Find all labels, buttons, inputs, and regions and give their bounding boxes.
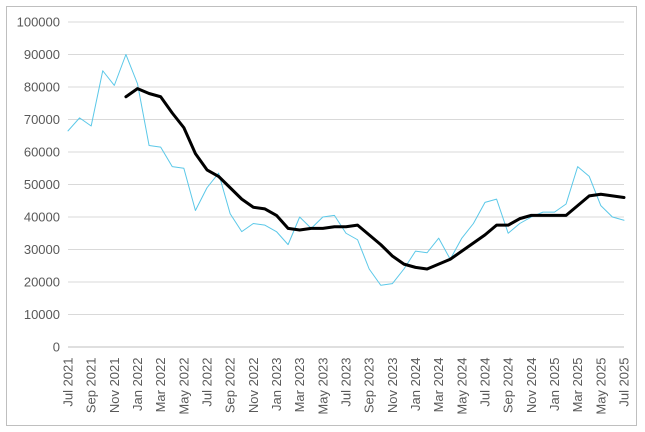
y-tick-label: 70000 xyxy=(24,112,60,127)
y-tick-label: 100000 xyxy=(17,15,60,30)
x-tick-label: Mar 2023 xyxy=(292,358,307,413)
x-tick-label: Mar 2024 xyxy=(431,358,446,413)
y-tick-label: 40000 xyxy=(24,210,60,225)
y-tick-label: 80000 xyxy=(24,80,60,95)
y-tick-label: 50000 xyxy=(24,177,60,192)
x-tick-label: Jan 2023 xyxy=(269,358,284,412)
x-tick-label: Jul 2021 xyxy=(61,358,76,407)
x-tick-label: Sep 2024 xyxy=(501,358,516,414)
x-tick-label: Nov 2022 xyxy=(246,358,261,414)
x-tick-label: Jul 2025 xyxy=(617,358,632,407)
x-tick-label: May 2024 xyxy=(454,358,469,415)
x-tick-label: Nov 2021 xyxy=(107,358,122,414)
y-tick-label: 20000 xyxy=(24,275,60,290)
x-tick-label: Nov 2023 xyxy=(385,358,400,414)
y-tick-label: 30000 xyxy=(24,242,60,257)
x-tick-label: Jan 2025 xyxy=(547,358,562,412)
x-tick-label: Mar 2025 xyxy=(570,358,585,413)
x-tick-label: Nov 2024 xyxy=(524,358,539,414)
x-tick-label: May 2022 xyxy=(176,358,191,415)
x-tick-label: Sep 2023 xyxy=(362,358,377,414)
x-tick-label: Jan 2022 xyxy=(130,358,145,412)
x-tick-label: May 2023 xyxy=(315,358,330,415)
x-tick-label: Mar 2022 xyxy=(153,358,168,413)
x-tick-label: Jul 2022 xyxy=(200,358,215,407)
x-tick-label: Sep 2022 xyxy=(223,358,238,414)
y-tick-label: 0 xyxy=(53,340,60,355)
series-line-2 xyxy=(124,87,626,271)
x-tick-label: Jul 2024 xyxy=(478,358,493,407)
x-tick-label: Sep 2021 xyxy=(84,358,99,414)
x-tick-label: May 2025 xyxy=(593,358,608,415)
series-line-1 xyxy=(67,54,625,286)
x-tick-label: Jul 2023 xyxy=(339,358,354,407)
y-tick-label: 60000 xyxy=(24,145,60,160)
x-tick-label: Jan 2024 xyxy=(408,358,423,412)
y-tick-label: 10000 xyxy=(24,307,60,322)
y-tick-label: 90000 xyxy=(24,47,60,62)
